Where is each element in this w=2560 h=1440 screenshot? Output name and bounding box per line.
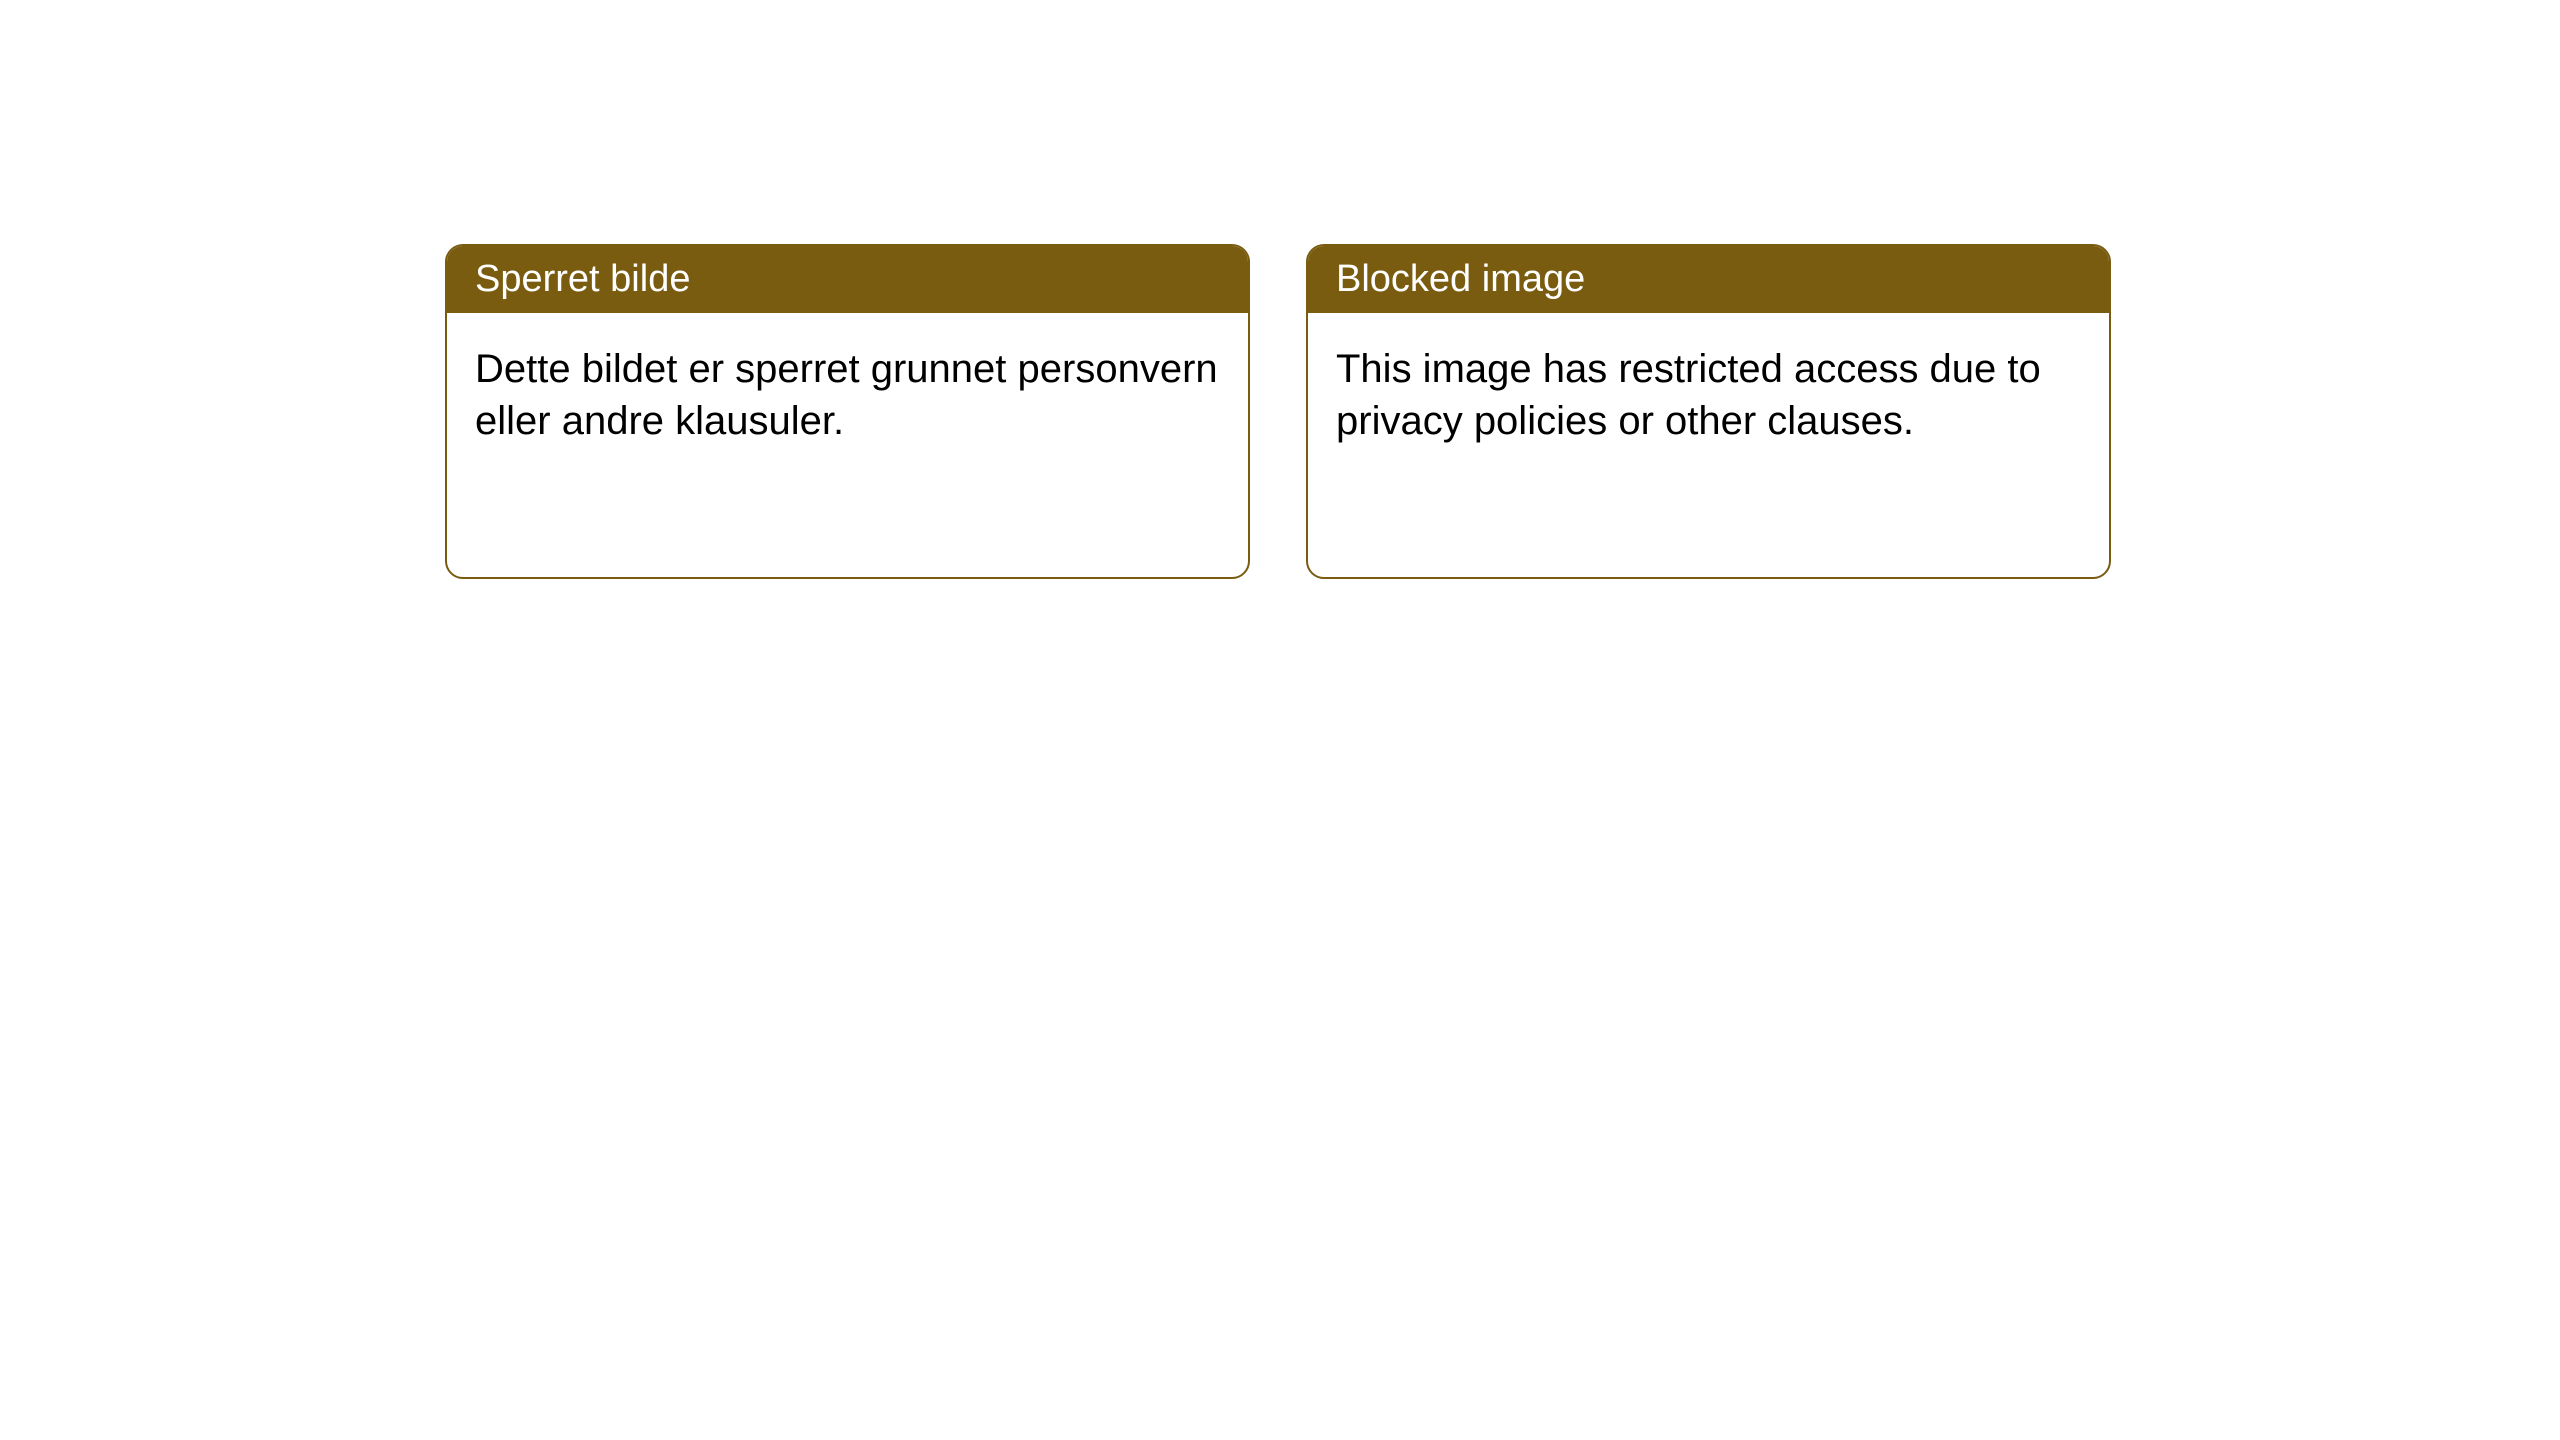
notice-card-english: Blocked image This image has restricted … — [1306, 244, 2111, 579]
card-body-text: Dette bildet er sperret grunnet personve… — [475, 347, 1218, 443]
notice-card-norwegian: Sperret bilde Dette bildet er sperret gr… — [445, 244, 1250, 579]
card-header: Blocked image — [1308, 246, 2109, 313]
card-body: This image has restricted access due to … — [1308, 313, 2109, 477]
notice-container: Sperret bilde Dette bildet er sperret gr… — [0, 0, 2560, 579]
card-header-text: Blocked image — [1336, 258, 1585, 300]
card-header-text: Sperret bilde — [475, 258, 690, 300]
card-body-text: This image has restricted access due to … — [1336, 347, 2041, 443]
card-body: Dette bildet er sperret grunnet personve… — [447, 313, 1248, 477]
card-header: Sperret bilde — [447, 246, 1248, 313]
